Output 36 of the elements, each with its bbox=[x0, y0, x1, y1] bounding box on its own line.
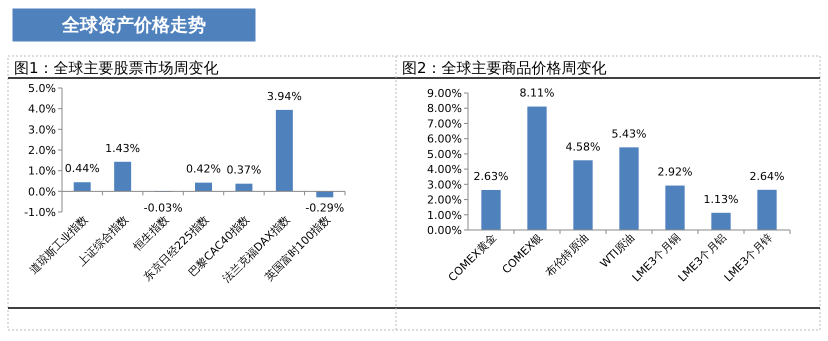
data-label: 1.43% bbox=[105, 142, 140, 155]
y-tick-label: 0.00% bbox=[427, 224, 462, 237]
text: 全球资产价格走势 bbox=[61, 15, 206, 36]
y-tick-label: 9.00% bbox=[427, 87, 462, 100]
y-tick-label: 3.00% bbox=[427, 178, 462, 192]
y-tick-label: 6.00% bbox=[427, 132, 462, 146]
y-tick-label: 3.0% bbox=[28, 123, 56, 136]
data-label: 1.13% bbox=[704, 192, 738, 206]
data-label: -0.03% bbox=[144, 201, 183, 214]
data-label: 5.43% bbox=[612, 127, 646, 140]
y-tick-label: 5.0% bbox=[28, 82, 56, 95]
x-tick-label: WTI原油 bbox=[598, 230, 638, 270]
y-tick-label: 1.0% bbox=[28, 164, 56, 178]
y-tick-label: 5.00% bbox=[427, 148, 462, 161]
data-label: 8.11% bbox=[520, 86, 554, 100]
y-tick-label: 2.0% bbox=[28, 144, 56, 157]
data-label: 2.63% bbox=[474, 170, 508, 183]
y-tick-label: 4.00% bbox=[427, 163, 462, 176]
y-tick-label: 7.00% bbox=[427, 117, 462, 130]
data-label: 0.44% bbox=[64, 162, 100, 176]
y-tick-label: -1.0% bbox=[24, 206, 56, 219]
data-label: 0.42% bbox=[186, 162, 221, 176]
data-label: 2.64% bbox=[750, 170, 784, 183]
chart-title: 图2：全球主要商品价格周变化 bbox=[402, 59, 607, 77]
data-label: 3.94% bbox=[266, 90, 302, 103]
chart-title: 图1：全球主要股票市场周变化 bbox=[14, 59, 219, 77]
y-tick-label: 1.00% bbox=[427, 208, 462, 222]
data-label: -0.29% bbox=[305, 201, 344, 214]
data-label: 4.58% bbox=[566, 140, 600, 154]
y-tick-label: 2.00% bbox=[427, 194, 462, 207]
data-label: 0.37% bbox=[226, 164, 262, 177]
data-label: 2.92% bbox=[658, 166, 692, 179]
x-tick-label: 布伦特原油 bbox=[543, 230, 592, 280]
y-tick-label: 8.00% bbox=[427, 102, 462, 116]
y-tick-label: 0.0% bbox=[28, 185, 56, 198]
y-tick-label: 4.0% bbox=[28, 102, 56, 116]
